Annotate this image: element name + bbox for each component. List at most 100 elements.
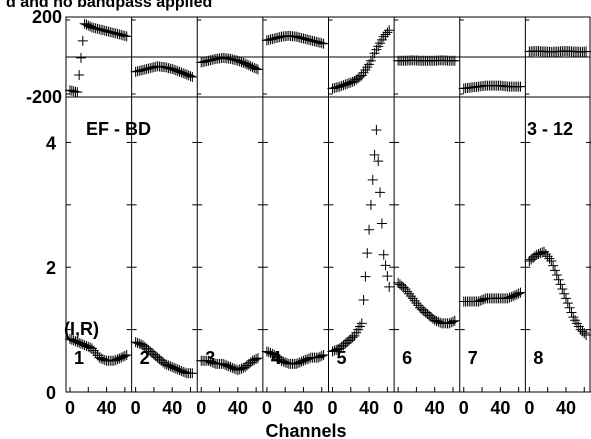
axis-ticks — [66, 19, 591, 393]
phase-marker — [362, 62, 373, 73]
phase-ytick-label: -200 — [26, 87, 62, 107]
panel-number-label: 8 — [533, 348, 543, 368]
panel-number-label: 1 — [74, 348, 84, 368]
amplitude-marker — [546, 255, 557, 266]
amplitude-marker — [384, 281, 395, 292]
phase-marker — [356, 70, 367, 81]
phase-marker — [360, 64, 371, 75]
panel-number-label: 4 — [271, 348, 281, 368]
amplitude-marker — [371, 124, 382, 135]
phase-marker — [318, 38, 329, 49]
amplitude-marker — [579, 328, 590, 339]
amplitude-marker — [553, 274, 564, 285]
amplitude-marker — [581, 329, 591, 340]
amplitude-marker — [376, 218, 387, 229]
amplitude-marker — [557, 284, 568, 295]
amplitude-marker — [449, 315, 460, 326]
x-tick-label: 0 — [196, 398, 206, 418]
x-tick-label: 0 — [262, 398, 272, 418]
panel-number-label: 7 — [468, 348, 478, 368]
amplitude-marker — [551, 270, 562, 281]
amplitude-marker — [365, 199, 376, 210]
x-tick-label: 40 — [425, 398, 445, 418]
amplitude-marker — [369, 149, 380, 160]
amplitude-marker — [121, 350, 132, 361]
amplitude-marker — [549, 265, 560, 276]
x-tick-label: 0 — [65, 398, 75, 418]
panel-number-label: 3 — [205, 348, 215, 368]
panel-number-label: 5 — [337, 348, 347, 368]
phase-marker — [252, 64, 263, 75]
phase-marker — [77, 35, 88, 46]
amplitude-marker — [564, 302, 575, 313]
amplitude-marker — [252, 353, 263, 364]
x-tick-label: 40 — [556, 398, 576, 418]
phase-marker — [185, 71, 196, 82]
phase-marker — [316, 38, 327, 49]
phase-marker — [449, 55, 460, 66]
amplitude-marker — [356, 318, 367, 329]
amplitude-marker — [251, 354, 262, 365]
x-tick-label: 0 — [131, 398, 141, 418]
x-tick-label: 0 — [459, 398, 469, 418]
amplitude-marker — [373, 156, 384, 167]
amplitude-marker — [562, 298, 573, 309]
amplitude-marker — [555, 279, 566, 290]
amplitude-marker — [318, 350, 329, 361]
amplitude-marker — [360, 271, 371, 282]
baseline-label: EF - BD — [86, 119, 151, 139]
amplitude-marker — [382, 271, 393, 282]
amplitude-marker — [187, 368, 198, 379]
panel-number-label: 6 — [402, 348, 412, 368]
amplitude-ytick-label: 4 — [46, 133, 56, 153]
scan-label: 3 - 12 — [527, 119, 573, 139]
phase-ytick-label: 200 — [32, 7, 62, 27]
amplitude-marker — [448, 316, 459, 327]
data-markers — [65, 18, 591, 379]
x-tick-label: 40 — [97, 398, 117, 418]
amplitude-marker — [375, 187, 386, 198]
amplitude-marker — [544, 253, 555, 264]
x-tick-label: 40 — [359, 398, 379, 418]
x-tick-label: 40 — [228, 398, 248, 418]
x-tick-label: 40 — [162, 398, 182, 418]
phase-marker — [358, 67, 369, 78]
phase-marker — [515, 81, 526, 92]
chart-title: d and no bandpass applied — [6, 0, 212, 11]
amplitude-marker — [548, 260, 559, 271]
x-tick-label: 40 — [293, 398, 313, 418]
phase-marker — [119, 30, 130, 41]
phase-marker — [384, 25, 395, 36]
amplitude-marker — [515, 287, 526, 298]
phase-marker — [75, 52, 86, 63]
amplitude-marker — [380, 260, 391, 271]
amplitude-marker — [560, 293, 571, 304]
phase-marker — [121, 31, 132, 42]
amplitude-marker — [119, 350, 130, 361]
phase-marker — [581, 46, 591, 57]
amplitude-marker — [513, 288, 524, 299]
amplitude-marker — [316, 350, 327, 361]
amplitude-ytick-label: 2 — [46, 258, 56, 278]
amplitude-marker — [362, 248, 373, 259]
amplitude-marker — [367, 174, 378, 185]
phase-marker — [74, 70, 85, 81]
unit-label: (I,R) — [64, 319, 99, 339]
x-axis-label: Channels — [265, 421, 346, 439]
amplitude-marker — [358, 294, 369, 305]
phase-marker — [251, 63, 262, 74]
amplitude-marker — [559, 288, 570, 299]
amplitude-marker — [364, 224, 375, 235]
x-tick-label: 0 — [393, 398, 403, 418]
phase-marker — [72, 87, 83, 98]
phase-marker — [187, 71, 198, 82]
panel-number-label: 2 — [140, 348, 150, 368]
phase-marker — [382, 27, 393, 38]
x-tick-label: 0 — [524, 398, 534, 418]
x-tick-label: 40 — [490, 398, 510, 418]
amplitude-marker — [566, 307, 577, 318]
amplitude-ytick-label: 0 — [46, 383, 56, 403]
x-tick-label: 0 — [327, 398, 337, 418]
